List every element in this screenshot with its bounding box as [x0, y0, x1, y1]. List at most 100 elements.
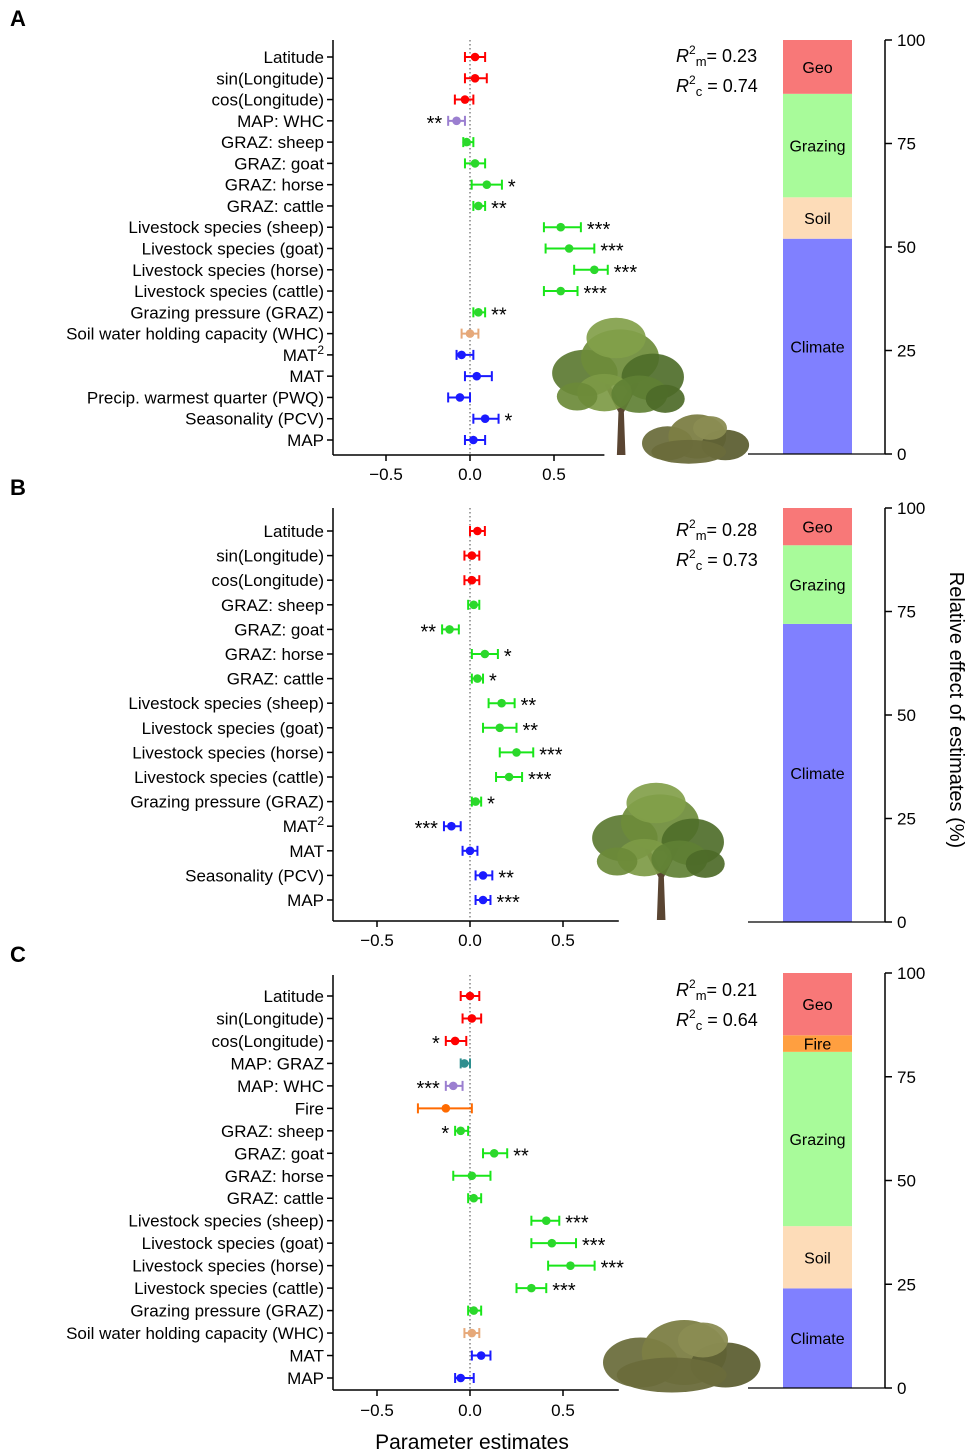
estimate-point [564, 244, 574, 253]
panel-c: C −0.5 0.0 0.5 Latitude sin(Longitude) cos(Lon… [10, 942, 925, 1420]
estimate-point [472, 371, 482, 381]
estimate-point [547, 1238, 557, 1248]
estimate-point [467, 575, 477, 585]
forest-row: Grazing pressure (GRAZ) ** [130, 303, 507, 326]
forest-row: GRAZ: goat [234, 154, 487, 173]
forest-row: GRAZ: cattle * [227, 670, 497, 693]
estimate-point [467, 551, 477, 560]
estimate-point [452, 116, 461, 126]
estimate-point [445, 625, 454, 634]
right-axis-tick-label: 0 [897, 1379, 906, 1398]
row-label: MAT [289, 1347, 324, 1366]
panel-a: A −0.5 0.0 0.5 Latitude sin(Longitude) cos(Lon… [10, 6, 925, 484]
row-label: sin(Longitude) [216, 69, 324, 88]
estimate-point [590, 265, 599, 275]
row-label: MAP [287, 891, 324, 910]
x-tick-label: 0.5 [542, 465, 566, 484]
forest-row: Soil water holding capacity (WHC) [66, 325, 480, 344]
forest-row: GRAZ: cattle ** [227, 197, 507, 220]
estimate-point [448, 1081, 458, 1091]
estimate-point [456, 1373, 466, 1383]
forest-row: cos(Longitude) [212, 91, 475, 110]
tree-foliage [586, 317, 646, 359]
significance-marker: * [508, 177, 516, 199]
forest-row: sin(Longitude) [216, 69, 488, 88]
row-label: GRAZ: cattle [227, 197, 324, 216]
row-label: Latitude [264, 48, 325, 67]
estimate-point [473, 674, 482, 683]
row-label: MAP [287, 431, 324, 450]
r2-conditional: R2c = 0.64 [676, 1007, 758, 1033]
r2-conditional: R2c = 0.74 [676, 73, 758, 99]
estimate-point [478, 895, 488, 905]
estimate-point [512, 748, 521, 757]
forest-row: Livestock species (horse) *** [132, 743, 563, 766]
bar-segment-soil [783, 1226, 852, 1289]
estimate-point [556, 286, 566, 296]
estimate-point [467, 1171, 477, 1181]
row-label-text: MAT [283, 346, 318, 365]
bar-segment-geo [783, 508, 852, 546]
bar-segment-geo [783, 40, 852, 94]
panel-label: B [10, 475, 26, 500]
significance-marker: ** [513, 1145, 529, 1167]
row-label: MAT2 [283, 814, 325, 836]
row-label: MAP: GRAZ [230, 1054, 324, 1073]
row-label: Livestock species (cattle) [134, 768, 324, 787]
forest-row: GRAZ: cattle [227, 1189, 483, 1208]
row-label: cos(Longitude) [212, 91, 324, 110]
forest-row: Latitude [264, 48, 487, 67]
forest-row: Livestock species (goat) ** [142, 719, 539, 742]
significance-marker: * [441, 1123, 449, 1145]
illustration-tree [592, 782, 725, 920]
estimate-point [480, 414, 490, 424]
estimate-point [478, 871, 488, 880]
row-label: sin(Longitude) [216, 547, 324, 566]
estimate-point [473, 526, 482, 536]
significance-marker: * [489, 671, 497, 693]
estimate-point [460, 95, 470, 104]
significance-marker: *** [539, 744, 563, 766]
estimate-point [469, 600, 479, 610]
tree-foliage [645, 384, 685, 413]
estimate-point [465, 846, 475, 856]
right-axis-tick-label: 50 [897, 238, 916, 257]
row-label: Livestock species (sheep) [128, 694, 324, 713]
bar-segment-label: Geo [802, 520, 832, 537]
bar-segment-climate [783, 623, 852, 922]
significance-marker: *** [416, 1078, 440, 1100]
x-tick-label: 0.5 [551, 1401, 575, 1420]
row-label: Livestock species (horse) [132, 743, 324, 762]
row-label: GRAZ: sheep [221, 1122, 324, 1141]
row-label-text: MAT [283, 817, 318, 836]
estimate-point [469, 1306, 479, 1315]
right-axis-tick-label: 100 [897, 31, 925, 50]
row-label: Livestock species (horse) [132, 261, 324, 280]
significance-marker: ** [491, 198, 507, 220]
bar-segment-fire [783, 1035, 852, 1052]
right-axis-tick-label: 25 [897, 810, 916, 829]
forest-row: MAT [289, 367, 493, 386]
shrub-foliage [651, 439, 727, 464]
x-tick-label: 0.0 [458, 1401, 482, 1420]
forest-row: GRAZ: sheep * [221, 1122, 470, 1145]
forest-row: Livestock species (sheep) ** [128, 694, 536, 717]
forest-row: MAT [289, 1347, 492, 1366]
significance-marker: *** [528, 769, 552, 791]
illustration-tree-and-shrub [552, 317, 750, 464]
estimate-point [480, 649, 490, 659]
bar-segment-label: Grazing [789, 139, 845, 156]
bar-segment-label: Climate [790, 766, 844, 783]
significance-marker: *** [614, 262, 638, 284]
estimate-point [467, 1328, 477, 1338]
estimate-point [504, 772, 514, 782]
forest-row: Livestock species (cattle) *** [134, 768, 552, 791]
right-axis-tick-label: 50 [897, 706, 916, 725]
right-axis-tick-label: 50 [897, 1172, 916, 1191]
significance-marker: ** [421, 621, 437, 643]
row-label: MAP [287, 1369, 324, 1388]
row-label: Livestock species (goat) [142, 1234, 324, 1253]
estimate-point [469, 1193, 479, 1203]
row-label: GRAZ: sheep [221, 596, 324, 615]
